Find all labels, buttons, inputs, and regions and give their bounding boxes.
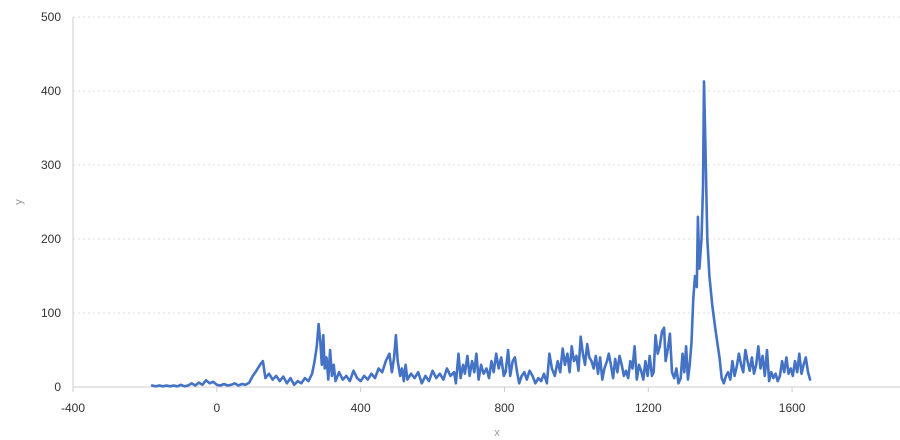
y-tick-label: 200 (41, 232, 61, 246)
series-line-0 (150, 80, 812, 388)
gridlines (73, 16, 900, 314)
x-tick-label: -400 (61, 401, 85, 415)
series-layer (150, 80, 812, 388)
y-tick-label: 300 (41, 158, 61, 172)
y-axis-ticks: 0 100 200 300 400 500 (41, 10, 61, 394)
x-axis-ticks: -400 0 400 800 1200 1600 (61, 387, 806, 415)
x-tick-label: 1600 (779, 401, 806, 415)
x-axis-title: x (494, 427, 500, 439)
y-tick-label: 400 (41, 84, 61, 98)
x-tick-label: 800 (494, 401, 514, 415)
y-tick-label: 100 (41, 306, 61, 320)
x-tick-label: 0 (213, 401, 220, 415)
y-axis-title: y (13, 199, 25, 205)
x-tick-label: 400 (351, 401, 371, 415)
x-tick-label: 1200 (635, 401, 662, 415)
y-tick-label: 500 (41, 10, 61, 24)
y-tick-label: 0 (54, 380, 61, 394)
